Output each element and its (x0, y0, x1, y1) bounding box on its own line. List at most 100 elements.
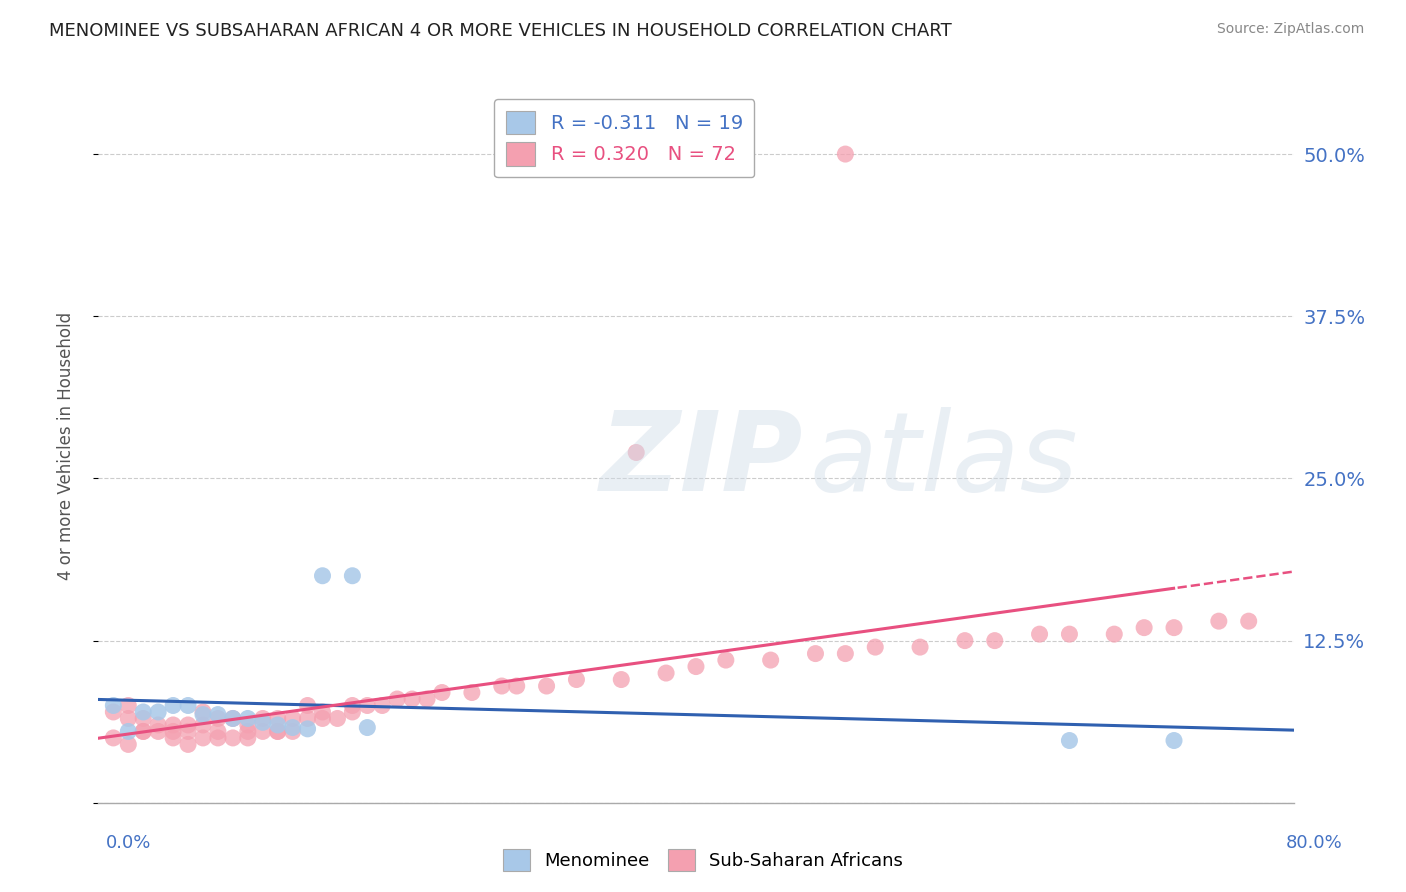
Point (148, 718, 170, 732)
Point (984, 633, 1007, 648)
Point (148, 705, 170, 719)
Point (297, 698, 319, 713)
Point (430, 685, 453, 699)
Point (610, 673, 633, 687)
Point (103, 731, 125, 745)
Point (222, 711, 245, 725)
Point (297, 711, 319, 725)
Point (177, 698, 200, 713)
Point (685, 659, 707, 673)
Point (267, 724, 290, 739)
Point (267, 711, 290, 725)
Point (461, 685, 484, 699)
Point (148, 724, 170, 739)
Point (281, 724, 304, 739)
Point (311, 568, 333, 582)
Point (103, 705, 125, 719)
Point (236, 711, 259, 725)
Point (311, 711, 333, 725)
Point (401, 692, 423, 706)
Point (953, 633, 976, 648)
Point (177, 738, 200, 752)
Point (117, 738, 139, 752)
Point (177, 718, 200, 732)
Point (342, 568, 364, 582)
Point (281, 711, 304, 725)
Point (565, 673, 588, 687)
Point (162, 718, 184, 732)
Point (267, 718, 290, 732)
Point (252, 715, 274, 730)
Point (236, 718, 259, 732)
Point (1133, 621, 1156, 635)
Point (207, 724, 229, 739)
Point (236, 724, 259, 739)
Point (1028, 627, 1050, 641)
Point (222, 711, 245, 725)
Legend: R = -0.311   N = 19, R = 0.320   N = 72: R = -0.311 N = 19, R = 0.320 N = 72 (494, 99, 755, 178)
Point (132, 724, 155, 739)
Legend: Menominee, Sub-Saharan Africans: Menominee, Sub-Saharan Africans (496, 842, 910, 879)
Point (236, 731, 259, 745)
Text: Source: ZipAtlas.com: Source: ZipAtlas.com (1216, 22, 1364, 37)
Point (207, 707, 229, 722)
Point (804, 647, 827, 661)
Point (267, 724, 290, 739)
Text: 80.0%: 80.0% (1286, 834, 1343, 852)
Point (1059, 733, 1081, 747)
Point (297, 722, 319, 736)
Point (865, 640, 887, 654)
Point (506, 679, 529, 693)
Point (1163, 733, 1185, 747)
Point (1208, 614, 1230, 628)
Point (834, 647, 856, 661)
Point (117, 711, 139, 725)
Point (132, 705, 155, 719)
Point (191, 705, 214, 719)
Point (385, 692, 409, 706)
Text: atlas: atlas (810, 407, 1078, 514)
Point (759, 653, 782, 667)
Point (281, 721, 304, 735)
Point (162, 731, 184, 745)
Point (356, 698, 378, 713)
Point (252, 711, 274, 725)
Point (626, 445, 648, 459)
Point (103, 698, 125, 713)
Point (655, 666, 678, 681)
Text: ZIP: ZIP (600, 407, 804, 514)
Point (117, 698, 139, 713)
Point (1104, 627, 1126, 641)
Y-axis label: 4 or more Vehicles in Household: 4 or more Vehicles in Household (56, 312, 75, 580)
Point (326, 711, 349, 725)
Point (252, 724, 274, 739)
Point (207, 711, 229, 725)
Point (491, 679, 513, 693)
Point (132, 711, 155, 725)
Point (371, 698, 394, 713)
Point (311, 705, 333, 719)
Point (416, 692, 439, 706)
Point (356, 721, 378, 735)
Point (191, 718, 214, 732)
Point (1059, 627, 1081, 641)
Point (714, 653, 737, 667)
Point (342, 705, 364, 719)
Point (191, 707, 214, 722)
Point (191, 731, 214, 745)
Text: MENOMINEE VS SUBSAHARAN AFRICAN 4 OR MORE VEHICLES IN HOUSEHOLD CORRELATION CHAR: MENOMINEE VS SUBSAHARAN AFRICAN 4 OR MOR… (49, 22, 952, 40)
Point (162, 698, 184, 713)
Point (908, 640, 931, 654)
Point (834, 147, 856, 161)
Point (1163, 621, 1185, 635)
Point (342, 698, 364, 713)
Point (536, 679, 558, 693)
Point (222, 731, 245, 745)
Point (1237, 614, 1260, 628)
Point (177, 724, 200, 739)
Point (162, 724, 184, 739)
Text: 0.0%: 0.0% (105, 834, 150, 852)
Point (117, 724, 139, 739)
Point (132, 724, 155, 739)
Point (207, 731, 229, 745)
